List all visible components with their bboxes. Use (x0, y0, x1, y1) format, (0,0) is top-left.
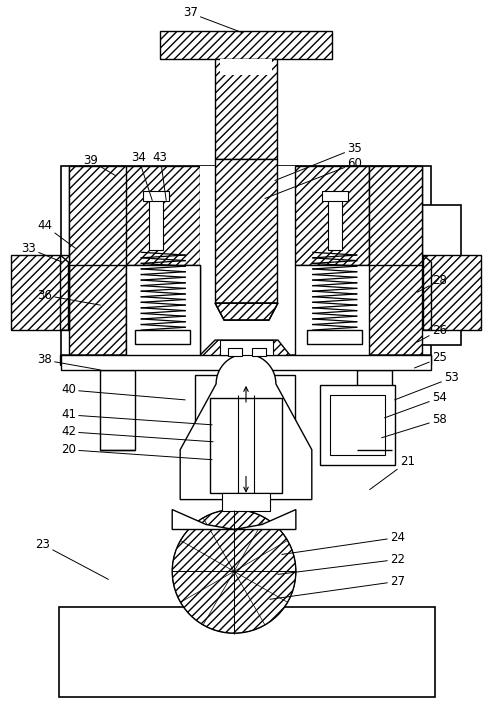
Polygon shape (215, 303, 278, 320)
Polygon shape (60, 340, 432, 365)
Text: 21: 21 (370, 455, 415, 490)
Text: 53: 53 (395, 372, 459, 400)
Bar (210, 398, 282, 493)
Bar (220, 340, 273, 355)
Bar (369, 165, 421, 265)
Bar (356, 370, 392, 450)
Bar (330, 395, 384, 454)
Text: 44: 44 (37, 219, 76, 248)
Bar (126, 265, 200, 365)
Bar (389, 206, 462, 345)
Text: 41: 41 (61, 408, 212, 425)
Bar (295, 165, 421, 365)
Bar (222, 493, 270, 510)
Bar (60, 165, 432, 365)
Bar (200, 165, 295, 365)
Bar (252, 348, 266, 356)
Bar (143, 191, 169, 201)
Text: 33: 33 (21, 242, 62, 262)
Bar (69, 165, 126, 265)
Text: 39: 39 (83, 154, 115, 176)
Bar (295, 165, 369, 265)
Text: 43: 43 (153, 151, 168, 201)
Bar (11, 255, 69, 330)
Bar (322, 191, 348, 201)
Text: 28: 28 (417, 274, 447, 292)
Bar (328, 196, 342, 250)
Text: 24: 24 (282, 531, 405, 554)
Polygon shape (172, 510, 296, 530)
Text: 26: 26 (417, 323, 447, 342)
Bar (60, 355, 432, 370)
Bar (101, 370, 136, 450)
Text: 25: 25 (414, 352, 447, 368)
Text: 38: 38 (37, 354, 101, 370)
Bar (307, 330, 362, 344)
Text: 22: 22 (278, 553, 405, 574)
Bar (195, 375, 295, 445)
Bar (295, 265, 369, 365)
Text: 42: 42 (61, 425, 213, 442)
Text: 37: 37 (183, 6, 243, 33)
Text: 35: 35 (275, 142, 362, 181)
Bar (136, 330, 190, 344)
Bar (228, 348, 242, 356)
Text: 40: 40 (61, 384, 185, 400)
Polygon shape (180, 354, 312, 500)
Bar (69, 165, 200, 365)
Text: 58: 58 (382, 413, 447, 437)
Text: 54: 54 (384, 391, 447, 418)
Text: 27: 27 (270, 575, 405, 599)
Text: 60: 60 (265, 157, 362, 199)
Bar (101, 614, 394, 689)
Bar (215, 59, 277, 159)
Text: 23: 23 (35, 538, 109, 579)
Text: 20: 20 (61, 443, 212, 459)
Bar (215, 159, 277, 303)
Bar (58, 608, 436, 697)
Polygon shape (424, 255, 432, 330)
Text: 36: 36 (37, 289, 101, 305)
Circle shape (172, 510, 296, 633)
Bar (320, 385, 395, 464)
Bar (424, 255, 481, 330)
Text: 34: 34 (131, 151, 152, 201)
Bar (160, 31, 332, 59)
Bar (220, 59, 272, 74)
Bar (126, 265, 200, 365)
Polygon shape (60, 255, 69, 330)
Bar (149, 196, 163, 250)
